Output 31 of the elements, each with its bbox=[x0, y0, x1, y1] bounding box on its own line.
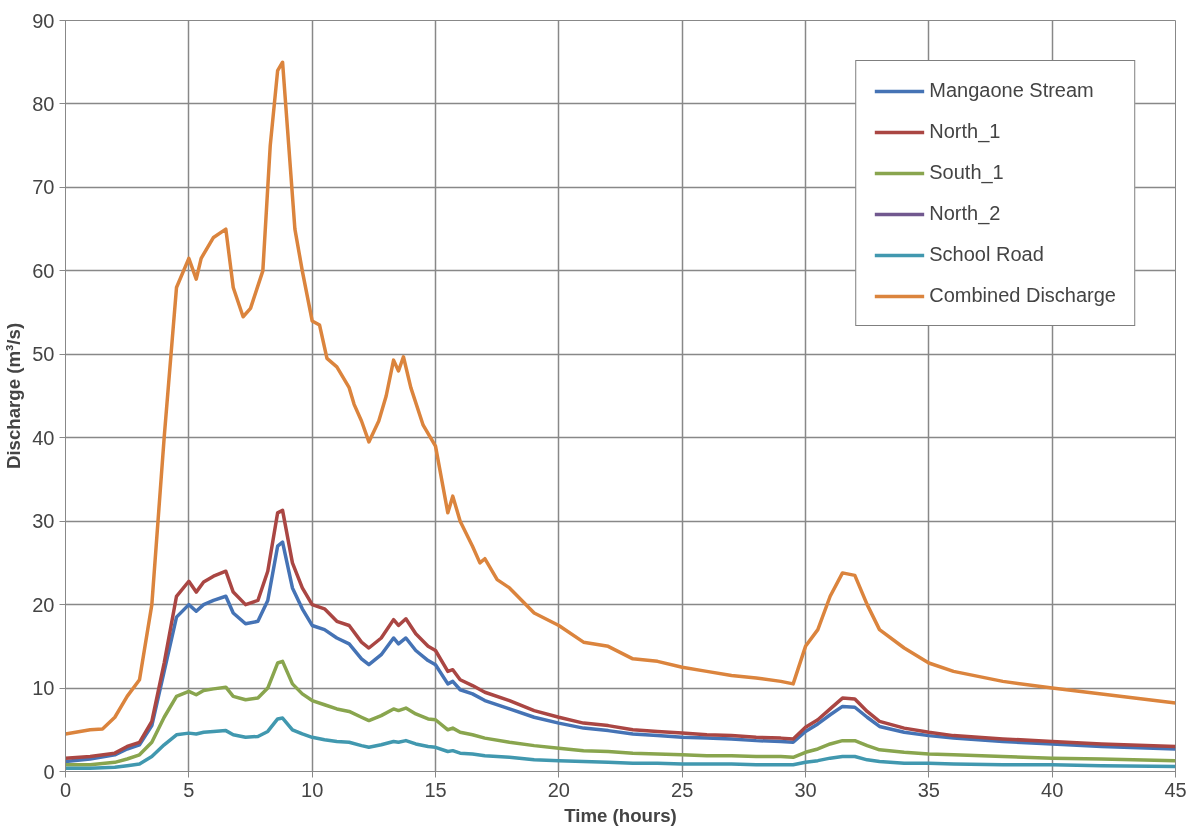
x-tick-label: 40 bbox=[1041, 778, 1064, 801]
x-tick-label: 15 bbox=[424, 778, 447, 801]
x-tick-label: 45 bbox=[1164, 778, 1187, 801]
legend-label: North_2 bbox=[929, 202, 1001, 225]
legend-label: Mangaone Stream bbox=[929, 79, 1094, 102]
x-tick-label: 35 bbox=[917, 778, 940, 801]
x-tick-label: 25 bbox=[671, 778, 694, 801]
y-tick-label: 50 bbox=[32, 343, 55, 366]
y-axis-title: Discharge (m³/s) bbox=[3, 322, 25, 470]
y-tick-label: 10 bbox=[32, 677, 55, 700]
y-tick-label: 40 bbox=[32, 426, 55, 449]
y-tick-label: 60 bbox=[32, 259, 55, 282]
line-series bbox=[65, 716, 1176, 770]
y-tick-label: 30 bbox=[32, 510, 55, 533]
line-series bbox=[65, 659, 1176, 767]
y-tick-label: 20 bbox=[32, 593, 55, 616]
x-axis-title: Time (hours) bbox=[564, 804, 677, 826]
y-tick-label: 80 bbox=[32, 92, 55, 115]
y-tick-label: 90 bbox=[32, 9, 55, 32]
y-tick-label: 0 bbox=[43, 760, 55, 783]
x-tick-label: 30 bbox=[794, 778, 817, 801]
legend-label: Combined Discharge bbox=[929, 284, 1116, 307]
x-tick-label: 5 bbox=[183, 778, 195, 801]
x-tick-label: 20 bbox=[547, 778, 570, 801]
legend-label: South_1 bbox=[929, 161, 1004, 184]
legend-label: School Road bbox=[929, 243, 1044, 266]
x-tick-label: 0 bbox=[59, 778, 72, 801]
x-tick-label: 10 bbox=[301, 778, 324, 801]
line-series bbox=[65, 60, 1176, 736]
y-tick-label: 70 bbox=[32, 176, 55, 199]
legend-label: North_1 bbox=[929, 120, 1001, 143]
